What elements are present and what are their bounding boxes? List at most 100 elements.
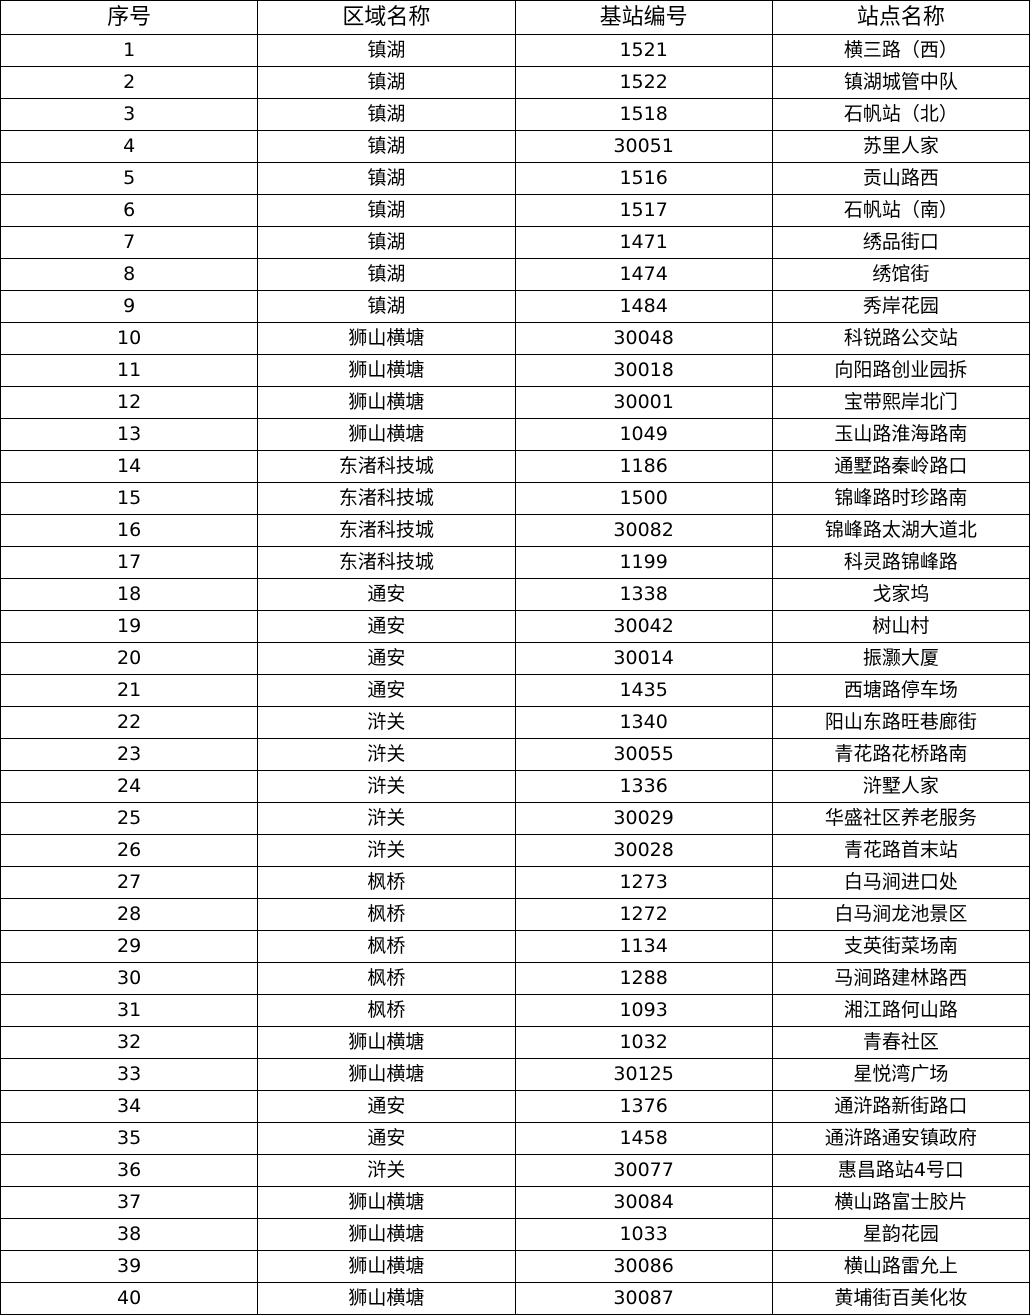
table-row: 23 浒关 30055 青花路花桥路南 xyxy=(0,738,1030,771)
table-row: 9 镇湖 1484 秀岸花园 xyxy=(0,290,1030,323)
cell-index: 8 xyxy=(0,258,259,291)
cell-station-id: 1435 xyxy=(514,674,773,707)
cell-index: 4 xyxy=(0,130,259,163)
cell-index: 17 xyxy=(0,546,259,579)
table-row: 22 浒关 1340 阳山东路旺巷廊街 xyxy=(0,706,1030,739)
cell-region: 浒关 xyxy=(257,706,516,739)
cell-index: 24 xyxy=(0,770,259,803)
cell-site-name: 振灏大厦 xyxy=(771,642,1030,675)
cell-index: 18 xyxy=(0,578,259,611)
cell-site-name: 浒墅人家 xyxy=(771,770,1030,803)
cell-region: 镇湖 xyxy=(257,194,516,227)
table-row: 19 通安 30042 树山村 xyxy=(0,610,1030,643)
table-row: 16 东渚科技城 30082 锦峰路太湖大道北 xyxy=(0,514,1030,547)
cell-region: 镇湖 xyxy=(257,34,516,67)
table-row: 5 镇湖 1516 贡山路西 xyxy=(0,162,1030,195)
cell-site-name: 通浒路通安镇政府 xyxy=(771,1122,1030,1155)
cell-site-name: 锦峰路时珍路南 xyxy=(771,482,1030,515)
cell-index: 28 xyxy=(0,898,259,931)
cell-station-id: 30086 xyxy=(514,1250,773,1283)
cell-station-id: 1186 xyxy=(514,450,773,483)
cell-index: 21 xyxy=(0,674,259,707)
cell-site-name: 青花路花桥路南 xyxy=(771,738,1030,771)
cell-region: 狮山横塘 xyxy=(257,418,516,451)
cell-region: 狮山横塘 xyxy=(257,1058,516,1091)
cell-region: 通安 xyxy=(257,674,516,707)
table-row: 6 镇湖 1517 石帆站（南） xyxy=(0,194,1030,227)
cell-station-id: 1522 xyxy=(514,66,773,99)
cell-index: 22 xyxy=(0,706,259,739)
cell-station-id: 30051 xyxy=(514,130,773,163)
cell-station-id: 1093 xyxy=(514,994,773,1027)
table-row: 20 通安 30014 振灏大厦 xyxy=(0,642,1030,675)
cell-index: 26 xyxy=(0,834,259,867)
cell-index: 36 xyxy=(0,1154,259,1187)
cell-region: 东渚科技城 xyxy=(257,546,516,579)
cell-station-id: 30082 xyxy=(514,514,773,547)
cell-region: 狮山横塘 xyxy=(257,386,516,419)
cell-site-name: 锦峰路太湖大道北 xyxy=(771,514,1030,547)
header-site-name: 站点名称 xyxy=(771,0,1030,35)
cell-site-name: 马涧路建林路西 xyxy=(771,962,1030,995)
cell-index: 40 xyxy=(0,1282,259,1315)
cell-index: 35 xyxy=(0,1122,259,1155)
cell-index: 5 xyxy=(0,162,259,195)
cell-site-name: 西塘路停车场 xyxy=(771,674,1030,707)
cell-station-id: 1336 xyxy=(514,770,773,803)
cell-site-name: 横山路富士胶片 xyxy=(771,1186,1030,1219)
cell-station-id: 1521 xyxy=(514,34,773,67)
cell-region: 镇湖 xyxy=(257,66,516,99)
cell-site-name: 阳山东路旺巷廊街 xyxy=(771,706,1030,739)
cell-region: 枫桥 xyxy=(257,866,516,899)
cell-region: 浒关 xyxy=(257,802,516,835)
cell-index: 6 xyxy=(0,194,259,227)
cell-index: 29 xyxy=(0,930,259,963)
table-row: 35 通安 1458 通浒路通安镇政府 xyxy=(0,1122,1030,1155)
cell-region: 枫桥 xyxy=(257,962,516,995)
cell-index: 23 xyxy=(0,738,259,771)
cell-station-id: 1199 xyxy=(514,546,773,579)
cell-site-name: 绣馆街 xyxy=(771,258,1030,291)
cell-station-id: 1484 xyxy=(514,290,773,323)
header-region: 区域名称 xyxy=(257,0,516,35)
cell-region: 通安 xyxy=(257,1090,516,1123)
cell-index: 13 xyxy=(0,418,259,451)
cell-site-name: 石帆站（南） xyxy=(771,194,1030,227)
cell-station-id: 1340 xyxy=(514,706,773,739)
cell-region: 浒关 xyxy=(257,1154,516,1187)
table-row: 14 东渚科技城 1186 通墅路秦岭路口 xyxy=(0,450,1030,483)
table-row: 10 狮山横塘 30048 科锐路公交站 xyxy=(0,322,1030,355)
cell-station-id: 30055 xyxy=(514,738,773,771)
cell-region: 东渚科技城 xyxy=(257,482,516,515)
cell-station-id: 30001 xyxy=(514,386,773,419)
cell-station-id: 30087 xyxy=(514,1282,773,1315)
cell-region: 通安 xyxy=(257,642,516,675)
cell-index: 33 xyxy=(0,1058,259,1091)
cell-site-name: 玉山路淮海路南 xyxy=(771,418,1030,451)
cell-site-name: 华盛社区养老服务 xyxy=(771,802,1030,835)
cell-index: 39 xyxy=(0,1250,259,1283)
cell-index: 10 xyxy=(0,322,259,355)
cell-index: 12 xyxy=(0,386,259,419)
table-row: 24 浒关 1336 浒墅人家 xyxy=(0,770,1030,803)
cell-station-id: 1516 xyxy=(514,162,773,195)
cell-station-id: 30018 xyxy=(514,354,773,387)
table-row: 18 通安 1338 戈家坞 xyxy=(0,578,1030,611)
cell-site-name: 树山村 xyxy=(771,610,1030,643)
cell-region: 镇湖 xyxy=(257,226,516,259)
cell-station-id: 1471 xyxy=(514,226,773,259)
cell-index: 34 xyxy=(0,1090,259,1123)
table-row: 15 东渚科技城 1500 锦峰路时珍路南 xyxy=(0,482,1030,515)
cell-station-id: 30084 xyxy=(514,1186,773,1219)
table-row: 26 浒关 30028 青花路首末站 xyxy=(0,834,1030,867)
cell-region: 浒关 xyxy=(257,738,516,771)
cell-station-id: 1458 xyxy=(514,1122,773,1155)
cell-index: 32 xyxy=(0,1026,259,1059)
table-row: 2 镇湖 1522 镇湖城管中队 xyxy=(0,66,1030,99)
cell-station-id: 1273 xyxy=(514,866,773,899)
cell-region: 通安 xyxy=(257,578,516,611)
table-row: 3 镇湖 1518 石帆站（北） xyxy=(0,98,1030,131)
table-row: 37 狮山横塘 30084 横山路富士胶片 xyxy=(0,1186,1030,1219)
cell-station-id: 1474 xyxy=(514,258,773,291)
